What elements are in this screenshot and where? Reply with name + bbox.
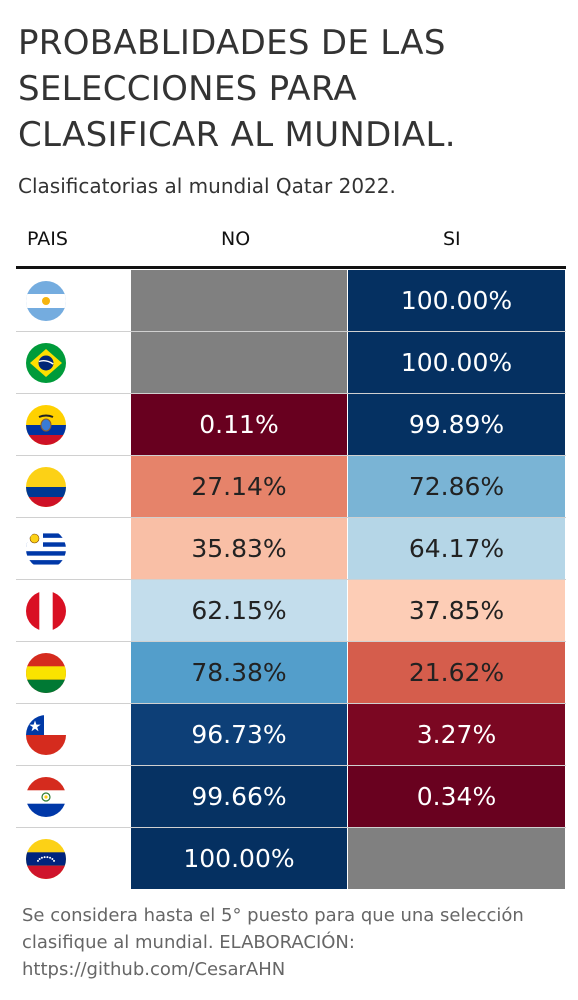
probability-table: 100.00% 100.00% 0.11% 99.89% 27.14% 72.86% 35.… (16, 270, 566, 890)
cell-si (348, 828, 566, 889)
colombia-flag-icon (26, 467, 66, 507)
cell-no (131, 270, 348, 331)
cell-no: 96.73% (131, 704, 348, 765)
cell-no (131, 332, 348, 393)
cell-si: 21.62% (348, 642, 566, 703)
paraguay-flag-icon (26, 777, 66, 817)
cell-si: 64.17% (348, 518, 566, 579)
cell-si: 3.27% (348, 704, 566, 765)
column-header-pais: PAIS (27, 228, 68, 250)
table-row: 62.15% 37.85% (16, 580, 566, 642)
cell-si: 100.00% (348, 270, 566, 331)
cell-no: 27.14% (131, 456, 348, 517)
table-row: 78.38% 21.62% (16, 642, 566, 704)
footer-note: Se considera hasta el 5° puesto para que… (22, 905, 524, 980)
bolivia-flag-icon (26, 653, 66, 693)
table-row: 100.00% (16, 270, 566, 332)
cell-si: 72.86% (348, 456, 566, 517)
cell-no: 0.11% (131, 394, 348, 455)
column-header-no: NO (221, 228, 251, 250)
table-row: 27.14% 72.86% (16, 456, 566, 518)
venezuela-flag-icon (26, 839, 66, 879)
cell-no: 35.83% (131, 518, 348, 579)
cell-no: 62.15% (131, 580, 348, 641)
chart-title: PROBABLIDADES DE LAS SELECCIONES PARA CL… (18, 23, 456, 155)
table-row: 96.73% 3.27% (16, 704, 566, 766)
cell-si: 100.00% (348, 332, 566, 393)
ecuador-flag-icon (26, 405, 66, 445)
chart-subtitle: Clasificatorias al mundial Qatar 2022. (18, 174, 396, 198)
chile-flag-icon (26, 715, 66, 755)
argentina-flag-icon (26, 281, 66, 321)
cell-si: 99.89% (348, 394, 566, 455)
cell-si: 37.85% (348, 580, 566, 641)
cell-no: 99.66% (131, 766, 348, 827)
cell-si: 0.34% (348, 766, 566, 827)
table-row: 100.00% (16, 332, 566, 394)
peru-flag-icon (26, 591, 66, 631)
table-row: 35.83% 64.17% (16, 518, 566, 580)
header-rule (16, 266, 566, 269)
table-row: 0.11% 99.89% (16, 394, 566, 456)
column-header-si: SI (443, 228, 461, 250)
cell-no: 100.00% (131, 828, 348, 889)
table-row: 99.66% 0.34% (16, 766, 566, 828)
brazil-flag-icon (26, 343, 66, 383)
uruguay-flag-icon (26, 529, 66, 569)
table-row: 100.00% (16, 828, 566, 890)
cell-no: 78.38% (131, 642, 348, 703)
